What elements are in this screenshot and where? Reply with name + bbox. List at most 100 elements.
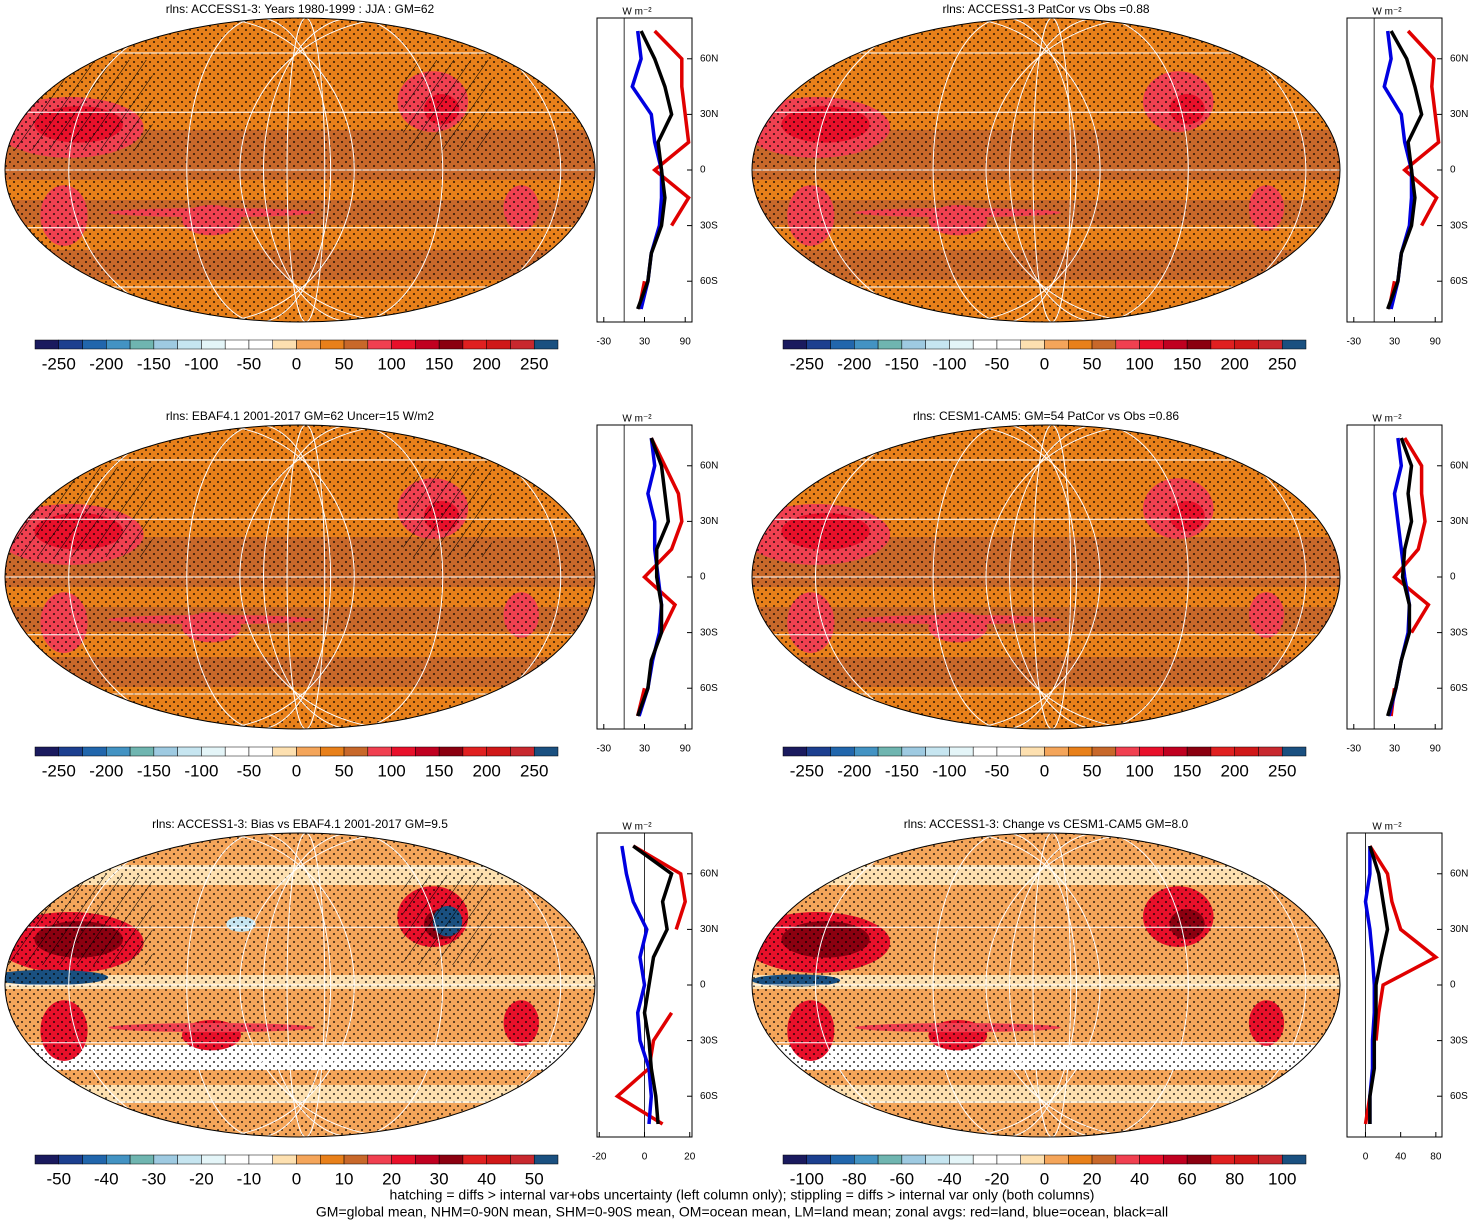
colorbar-label: -50 [46, 1169, 71, 1188]
x-tick-label: -30 [1347, 744, 1362, 755]
colorbar-swatch [1115, 339, 1140, 350]
colorbar-swatch [782, 746, 808, 757]
colorbar-label: 0 [1040, 1169, 1049, 1188]
colorbar-swatch [106, 746, 131, 757]
colorbar-swatch [996, 746, 1021, 757]
colorbar-swatch [58, 746, 83, 757]
colorbar-swatch [248, 746, 273, 757]
colorbar-swatch [949, 339, 974, 350]
graticule [985, 18, 1307, 322]
graticule [1032, 18, 1072, 322]
colorbar-label: 200 [472, 761, 500, 780]
y-tick-label: 0 [700, 572, 706, 583]
colorbar-swatch [486, 746, 511, 757]
map [752, 425, 1340, 729]
colorbar-swatch [1281, 339, 1307, 350]
graticule [815, 425, 1101, 729]
colorbar-swatch [82, 1154, 107, 1165]
units-label: W m⁻² [1372, 7, 1402, 18]
units-label: W m⁻² [1372, 414, 1402, 425]
colorbar-swatch [925, 339, 950, 350]
colorbar-swatch [367, 746, 392, 757]
colorbar-label: 20 [1083, 1169, 1102, 1188]
colorbar-swatch [1210, 746, 1235, 757]
colorbar-label: -50 [237, 354, 262, 373]
colorbar-label: 50 [1083, 761, 1102, 780]
colorbar-swatch [248, 1154, 273, 1165]
y-tick-label: 30N [1450, 924, 1468, 935]
graticule [239, 18, 562, 322]
map-border [4, 424, 596, 730]
colorbar-label: -100 [184, 354, 218, 373]
colorbar-swatch [1234, 339, 1259, 350]
colorbar-swatch [1210, 339, 1235, 350]
colorbar-label: 100 [1125, 761, 1153, 780]
colorbar-swatch [1020, 339, 1045, 350]
y-tick-label: 30N [1450, 109, 1468, 120]
y-tick-label: 30S [700, 220, 718, 231]
colorbar-swatch [1210, 1154, 1235, 1165]
colorbar-swatch [1186, 339, 1212, 350]
colorbar-swatch [510, 339, 535, 350]
colorbar-swatch [877, 1154, 903, 1165]
graticule [932, 833, 1078, 1137]
colorbar-swatch [1091, 339, 1117, 350]
zonal-line [637, 29, 691, 310]
graticule [186, 425, 332, 729]
zonal-line [636, 437, 671, 717]
hatching [5, 60, 153, 150]
colorbar-label: 0 [292, 1169, 301, 1188]
x-tick-label: 0 [642, 1152, 648, 1163]
y-tick-label: 60N [1450, 460, 1468, 471]
colorbar-swatch [486, 339, 511, 350]
colorbar-swatch [533, 746, 559, 757]
colorbar-swatch [438, 746, 464, 757]
x-tick-label: 40 [1395, 1152, 1407, 1163]
colorbar-swatch [343, 746, 369, 757]
map [752, 833, 1340, 1137]
zonal-line [1387, 29, 1441, 310]
colorbar-swatch [996, 339, 1021, 350]
graticule [932, 18, 1078, 322]
colorbar-label: 80 [1225, 1169, 1244, 1188]
panel-title: rlns: CESM1-CAM5: GM=54 PatCor vs Obs =0… [913, 409, 1179, 423]
colorbar-swatch [1186, 1154, 1212, 1165]
graticule [286, 18, 326, 322]
hatching [403, 467, 492, 557]
colorbar-swatch [972, 746, 998, 757]
x-tick-label: -30 [597, 744, 612, 755]
colorbar-swatch [830, 746, 855, 757]
colorbar-swatch [901, 339, 926, 350]
graticule [1032, 425, 1072, 729]
y-tick-label: 60S [700, 1091, 718, 1102]
units-label: W m⁻² [622, 414, 652, 425]
colorbar-swatch [1258, 746, 1283, 757]
x-tick-label: 30 [1389, 337, 1401, 348]
x-tick-label: 20 [684, 1152, 696, 1163]
colorbar-swatch [972, 339, 998, 350]
colorbar-swatch [58, 339, 83, 350]
colorbar-swatch [1044, 339, 1069, 350]
colorbar-swatch [1068, 1154, 1093, 1165]
y-tick-label: 60S [700, 683, 718, 694]
colorbar-label: -200 [89, 354, 123, 373]
colorbar-swatch [296, 746, 321, 757]
y-tick-label: 0 [700, 165, 706, 176]
colorbar-label: -150 [137, 761, 171, 780]
colorbar-swatch [510, 1154, 535, 1165]
y-tick-label: 60S [700, 276, 718, 287]
colorbar-swatch [854, 746, 879, 757]
note: hatching = diffs > internal var+obs unce… [390, 1187, 1095, 1203]
colorbar-swatch [1020, 1154, 1045, 1165]
zonal-line [1386, 437, 1414, 717]
y-tick-label: 30N [700, 516, 718, 527]
graticule [1009, 833, 1189, 1137]
colorbar-label: -250 [42, 354, 76, 373]
colorbar-label: 200 [472, 354, 500, 373]
graticule [985, 425, 1307, 729]
colorbar-swatch [153, 746, 178, 757]
x-tick-label: 90 [1430, 744, 1442, 755]
colorbar-label: 40 [1130, 1169, 1149, 1188]
map-border [751, 424, 1341, 730]
colorbar-label: -150 [885, 354, 919, 373]
